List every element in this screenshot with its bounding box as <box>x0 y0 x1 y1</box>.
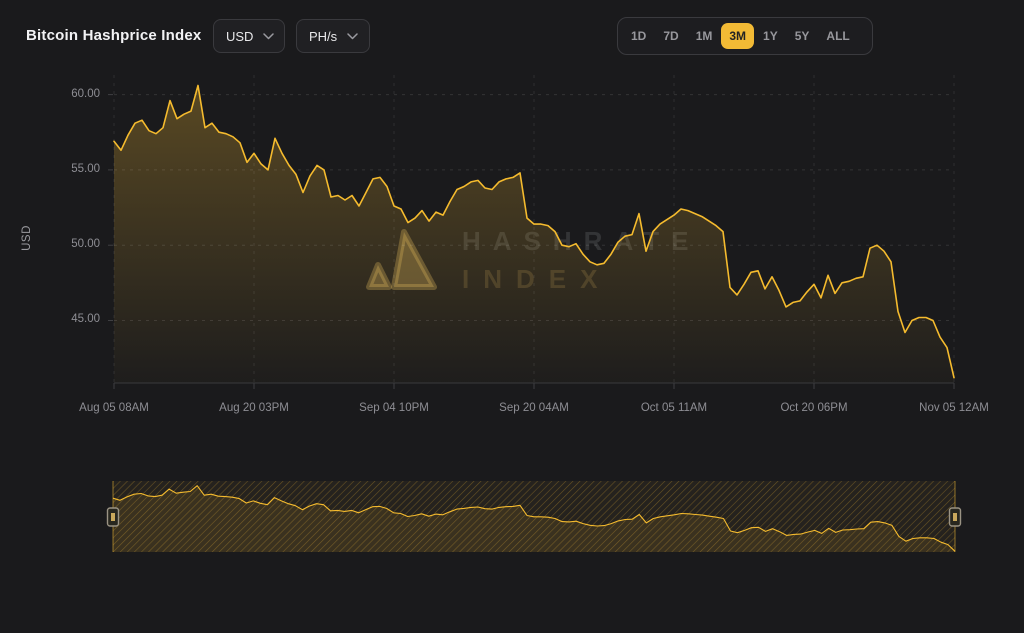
y-axis-tick-label: 50.00 <box>71 238 100 251</box>
y-axis-tick-label: 45.00 <box>71 313 100 326</box>
unit-dropdown-value: PH/s <box>309 28 338 44</box>
x-axis-tick-label: Aug 05 08AM <box>79 402 149 414</box>
y-axis-tick-label: 55.00 <box>71 162 100 175</box>
unit-dropdown[interactable]: PH/s <box>296 19 370 53</box>
x-axis-tick-label: Aug 20 03PM <box>219 402 289 414</box>
range-button-7d[interactable]: 7D <box>655 23 686 49</box>
y-axis-title: USD <box>20 225 33 251</box>
x-axis-tick-label: Sep 04 10PM <box>359 402 429 414</box>
range-button-1y[interactable]: 1Y <box>755 23 786 49</box>
chevron-down-icon <box>263 32 275 40</box>
currency-dropdown[interactable]: USD <box>213 19 285 53</box>
x-axis-tick-label: Oct 20 06PM <box>780 402 848 414</box>
chevron-down-icon <box>347 32 358 40</box>
price-line <box>113 84 955 379</box>
currency-dropdown-value: USD <box>226 28 254 44</box>
x-axis-tick-label: Oct 05 11AM <box>640 402 708 414</box>
navigator-handle-left[interactable] <box>106 507 120 527</box>
range-button-1d[interactable]: 1D <box>623 23 654 49</box>
y-axis-tick-label: 60.00 <box>71 87 100 100</box>
navigator-line <box>112 485 956 552</box>
range-button-all[interactable]: ALL <box>818 23 857 49</box>
price-area-fill <box>114 85 954 383</box>
range-button-1m[interactable]: 1M <box>688 23 721 49</box>
x-axis-tick-label: Nov 05 12AM <box>919 402 989 414</box>
time-range-selector: 1D 7D 1M 3M 1Y 5Y ALL <box>617 17 873 55</box>
chart-plot-area[interactable] <box>114 75 954 383</box>
range-button-5y[interactable]: 5Y <box>787 23 818 49</box>
range-button-3m[interactable]: 3M <box>721 23 755 49</box>
x-axis-tick-label: Sep 20 04AM <box>499 402 569 414</box>
navigator-handle-right[interactable] <box>948 507 962 527</box>
page-title: Bitcoin Hashprice Index <box>26 27 202 44</box>
